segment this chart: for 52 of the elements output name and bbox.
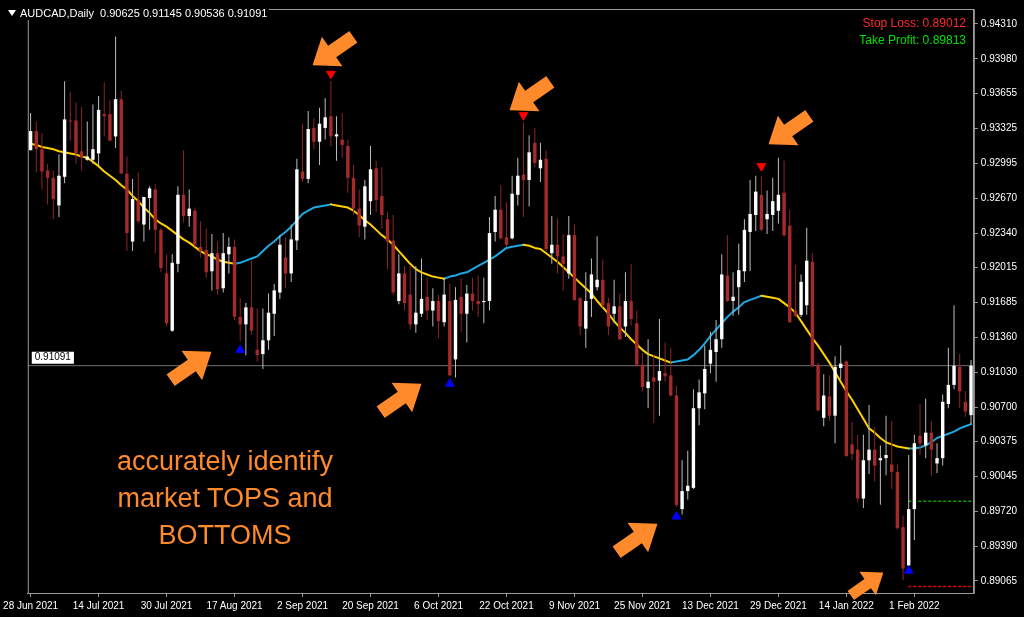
x-tick-label: 9 Nov 2021	[548, 599, 601, 611]
x-tick-label: 20 Sep 2021	[342, 599, 400, 611]
point	[444, 378, 455, 387]
point	[235, 344, 246, 353]
y-tick-label: 0.89065	[980, 574, 1018, 586]
y-tick-label: 0.91030	[980, 365, 1018, 377]
y-tick-label: 0.92340	[980, 226, 1018, 238]
candlestick	[482, 277, 486, 324]
y-tick-label: 0.90045	[980, 470, 1018, 482]
x-tick-label: 1 Feb 2022	[889, 599, 941, 611]
x-tick-label: 17 Aug 2021	[206, 599, 264, 611]
x-tick-label: 6 Oct 2021	[414, 599, 464, 611]
x-tick-label: 25 Nov 2021	[614, 599, 672, 611]
point	[903, 565, 914, 574]
point	[671, 511, 682, 520]
y-tick-label: 0.93655	[980, 87, 1018, 99]
candlestick	[646, 339, 650, 409]
x-tick-label: 14 Jul 2021	[72, 599, 125, 611]
x-tick-label: 29 Dec 2021	[750, 599, 808, 611]
y-tick-label: 0.89720	[980, 504, 1018, 516]
x-tick-label: 22 Oct 2021	[479, 599, 535, 611]
y-tick-label: 0.93325	[980, 122, 1018, 134]
point	[518, 112, 529, 121]
point	[326, 70, 336, 80]
candlestick	[476, 275, 480, 317]
point	[756, 163, 767, 172]
annotation: accurately identify market TOPS and BOTTOMS	[115, 445, 335, 552]
x-tick-label: 30 Jul 2021	[140, 599, 193, 611]
x-tick-label: 28 Jun 2021	[3, 599, 59, 611]
annotation: Take Profit: 0.89813	[859, 33, 966, 47]
annotation: Stop Loss: 0.89012	[862, 16, 966, 30]
candlestick	[68, 91, 72, 141]
y-tick-label: 0.92015	[980, 261, 1018, 273]
ref-line-label: 0.91091	[34, 351, 72, 363]
candlestick	[731, 272, 735, 316]
y-tick-label: 0.90375	[980, 435, 1018, 447]
y-tick-label: 0.92670	[980, 191, 1018, 203]
x-tick-label: 13 Dec 2021	[682, 599, 740, 611]
y-tick-label: 0.91685	[980, 296, 1018, 308]
chart-title: AUDCAD,Daily 0.90625 0.91145 0.90536 0.91091	[20, 7, 268, 19]
y-tick-label: 0.91360	[980, 330, 1018, 342]
candlestick	[663, 342, 667, 382]
candlestick	[657, 319, 662, 416]
y-tick-label: 0.89390	[980, 540, 1018, 552]
y-tick-label: 0.90700	[980, 400, 1018, 412]
x-tick-label: 2 Sep 2021	[276, 599, 329, 611]
y-tick-label: 0.93980	[980, 52, 1018, 64]
y-tick-label: 0.94310	[980, 17, 1018, 29]
y-tick-label: 0.92995	[980, 157, 1018, 169]
candlestick	[652, 355, 656, 424]
x-tick-label: 14 Jan 2022	[818, 599, 875, 611]
candlestick	[884, 415, 888, 476]
